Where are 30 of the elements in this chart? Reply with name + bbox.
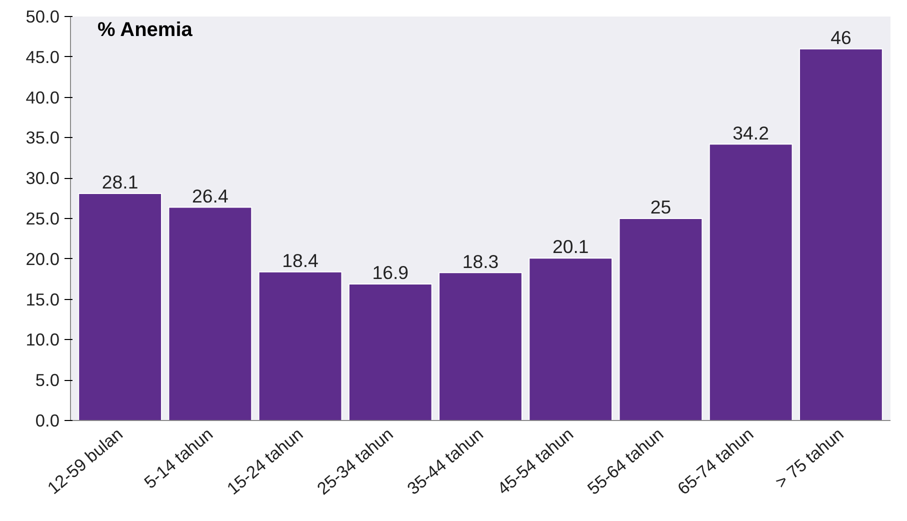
y-tick-label: 20.0 bbox=[26, 248, 60, 269]
bar bbox=[708, 144, 793, 420]
data-label: 34.2 bbox=[732, 122, 769, 144]
y-tick-label: 40.0 bbox=[26, 87, 60, 108]
y-tick-label: 35.0 bbox=[26, 128, 60, 148]
y-tick-label: 30.0 bbox=[26, 168, 60, 188]
bar bbox=[168, 206, 252, 420]
y-tick-label: 45.0 bbox=[26, 46, 60, 67]
bar bbox=[618, 218, 703, 420]
bar bbox=[78, 192, 162, 420]
chart-title: % Anemia bbox=[98, 18, 194, 41]
y-tick-label: 50.0 bbox=[26, 6, 60, 26]
data-label: 28.1 bbox=[102, 172, 138, 193]
bar bbox=[798, 48, 883, 420]
bar bbox=[528, 258, 613, 420]
data-label: 18.3 bbox=[462, 250, 499, 272]
y-tick-label: 0.0 bbox=[35, 410, 60, 430]
bar bbox=[348, 283, 432, 420]
data-label: 16.9 bbox=[372, 262, 409, 284]
data-label: 18.4 bbox=[282, 250, 318, 271]
data-label: 20.1 bbox=[552, 236, 589, 258]
y-tick-label: 10.0 bbox=[26, 330, 60, 350]
bar bbox=[258, 271, 342, 420]
data-label: 46 bbox=[830, 26, 852, 48]
y-tick-label: 15.0 bbox=[26, 289, 60, 310]
y-tick-label: 25.0 bbox=[26, 208, 60, 228]
data-label: 26.4 bbox=[192, 185, 228, 206]
data-label: 25 bbox=[650, 196, 672, 218]
y-tick-label: 5.0 bbox=[35, 370, 60, 390]
bar bbox=[438, 272, 522, 420]
